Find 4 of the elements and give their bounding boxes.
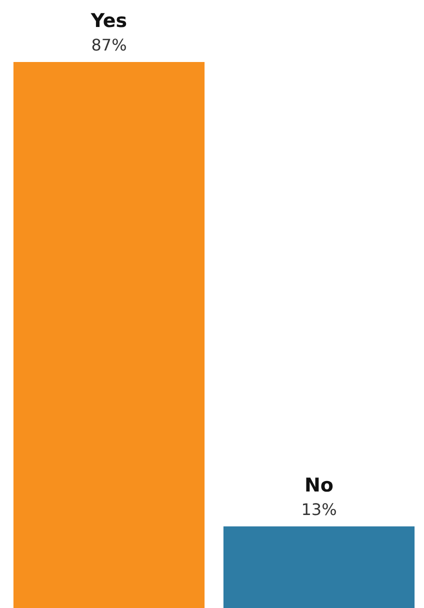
data-label: 87% — [91, 36, 127, 54]
x-tick-label: Yes — [90, 10, 128, 32]
data-label: 13% — [301, 500, 337, 519]
x-tick-label: No — [304, 474, 334, 496]
